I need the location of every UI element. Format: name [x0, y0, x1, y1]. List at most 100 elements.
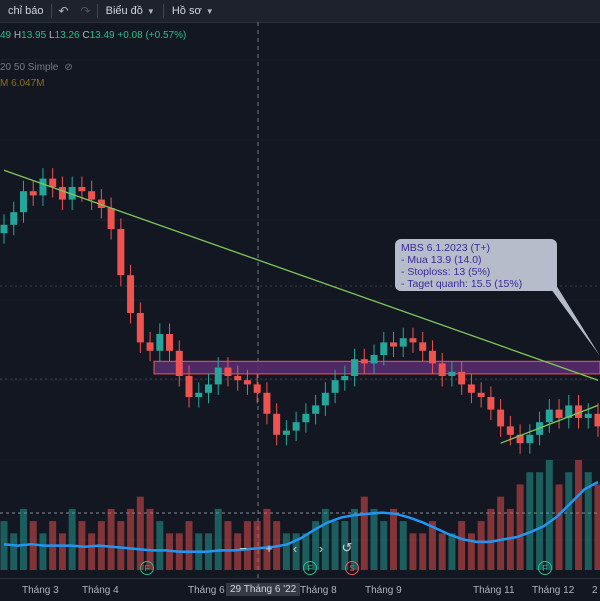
volume-value: 6.047M: [11, 78, 44, 89]
volume-bar: [526, 472, 533, 570]
candle-body: [546, 410, 553, 423]
undo-icon[interactable]: ↶: [52, 4, 74, 18]
candle-body: [186, 376, 193, 397]
candle-body: [224, 368, 231, 376]
ohlc-legend: 49 H13.95 L13.26 C13.49 +0.08 (+0.57%): [0, 30, 186, 41]
close-label: C: [82, 30, 89, 41]
volume-bar: [10, 533, 17, 570]
candle-body: [30, 191, 37, 195]
zoom-out-icon[interactable]: −: [232, 538, 254, 558]
candle-body: [49, 179, 56, 187]
trade-note-callout[interactable]: MBS 6.1.2023 (T+) - Mua 13.9 (14.0) - St…: [395, 239, 557, 291]
event-marker-s[interactable]: S: [345, 561, 359, 575]
time-axis-label: Tháng 9: [365, 585, 402, 596]
reset-chart-icon[interactable]: ↺: [336, 538, 358, 558]
event-marker-f[interactable]: F: [140, 561, 154, 575]
candle-body: [390, 342, 397, 346]
candle-body: [409, 338, 416, 342]
volume-bar: [468, 533, 475, 570]
volume-bar: [536, 472, 543, 570]
candle-body: [595, 414, 600, 427]
candle-body: [400, 338, 407, 346]
indicators-button[interactable]: chỉ báo: [0, 0, 51, 22]
candle-body: [254, 384, 261, 392]
chart-navigation-bar: − + ‹ › ↺: [232, 538, 358, 558]
volume-bar: [419, 533, 426, 570]
profile-menu-button[interactable]: Hồ sơ▼: [164, 0, 222, 22]
candle-body: [156, 334, 163, 351]
candle-body: [341, 376, 348, 380]
volume-bar: [371, 509, 378, 570]
candle-body: [526, 435, 533, 443]
volume-bar: [59, 533, 66, 570]
time-cursor-label: 29 Tháng 6 '22: [226, 583, 300, 596]
volume-bar: [575, 460, 582, 570]
candle-body: [458, 372, 465, 385]
time-axis[interactable]: Tháng 3 Tháng 4 Tháng 6 29 Tháng 6 '22 T…: [0, 578, 600, 601]
chart-menu-button[interactable]: Biểu đồ ▼: [98, 0, 163, 22]
volume-bar: [186, 521, 193, 570]
volume-bar: [380, 521, 387, 570]
chart-menu-label: Biểu đồ: [106, 5, 143, 17]
redo-icon[interactable]: ↷: [75, 4, 97, 18]
volume-indicator-legend[interactable]: M 6.047M: [0, 78, 44, 89]
candle-body: [419, 342, 426, 350]
time-axis-label: Tháng 4: [82, 585, 119, 596]
candle-body: [273, 414, 280, 435]
scroll-right-icon[interactable]: ›: [310, 538, 332, 558]
candle-body: [556, 410, 563, 418]
candle-body: [20, 191, 27, 212]
candle-body: [244, 380, 251, 384]
change-value: +0.08 (+0.57%): [117, 30, 186, 41]
indicators-label: chỉ báo: [8, 5, 43, 17]
close-value: 13.49: [90, 30, 115, 41]
candle-body: [205, 384, 212, 392]
callout-line: - Mua 13.9 (14.0): [401, 254, 551, 266]
ma-indicator-legend[interactable]: 20 50 Simple ⊘: [0, 62, 73, 73]
volume-bar: [390, 509, 397, 570]
price-chart[interactable]: [0, 22, 600, 578]
ma-label: 20 50 Simple: [0, 62, 58, 73]
volume-bar: [556, 484, 563, 570]
volume-bar: [448, 533, 455, 570]
candle-body: [380, 342, 387, 355]
candle-body: [478, 393, 485, 397]
candle-body: [39, 179, 46, 196]
profile-menu-label: Hồ sơ: [172, 5, 202, 17]
volume-bar: [439, 533, 446, 570]
callout-pointer: [548, 285, 600, 356]
time-axis-label: Tháng 3: [22, 585, 59, 596]
candle-body: [166, 334, 173, 351]
open-value: 49: [0, 30, 11, 41]
candle-body: [88, 191, 95, 199]
volume-bar: [88, 533, 95, 570]
candle-body: [332, 380, 339, 393]
candle-body: [585, 414, 592, 418]
candle-body: [293, 422, 300, 430]
candle-body: [468, 384, 475, 392]
volume-bar: [137, 497, 144, 570]
event-marker-f[interactable]: F: [538, 561, 552, 575]
candle-body: [448, 372, 455, 376]
candle-body: [507, 426, 514, 434]
candle-body: [108, 208, 115, 229]
candle-body: [59, 187, 66, 200]
callout-line: - Taget quanh: 15.5 (15%): [401, 278, 551, 290]
candle-body: [234, 376, 241, 380]
event-marker-f[interactable]: F: [303, 561, 317, 575]
volume-bar: [108, 509, 115, 570]
time-axis-label: 2: [592, 585, 598, 596]
scroll-left-icon[interactable]: ‹: [284, 538, 306, 558]
candle-body: [429, 351, 436, 364]
eye-off-icon[interactable]: ⊘: [64, 62, 72, 73]
zoom-in-icon[interactable]: +: [258, 538, 280, 558]
time-axis-label: Tháng 12: [532, 585, 574, 596]
volume-bar: [156, 521, 163, 570]
candle-body: [215, 368, 222, 385]
candle-body: [195, 393, 202, 397]
candle-body: [147, 342, 154, 350]
volume-bar: [215, 509, 222, 570]
chevron-down-icon: ▼: [147, 7, 155, 16]
volume-bar: [409, 533, 416, 570]
candle-body: [361, 359, 368, 363]
